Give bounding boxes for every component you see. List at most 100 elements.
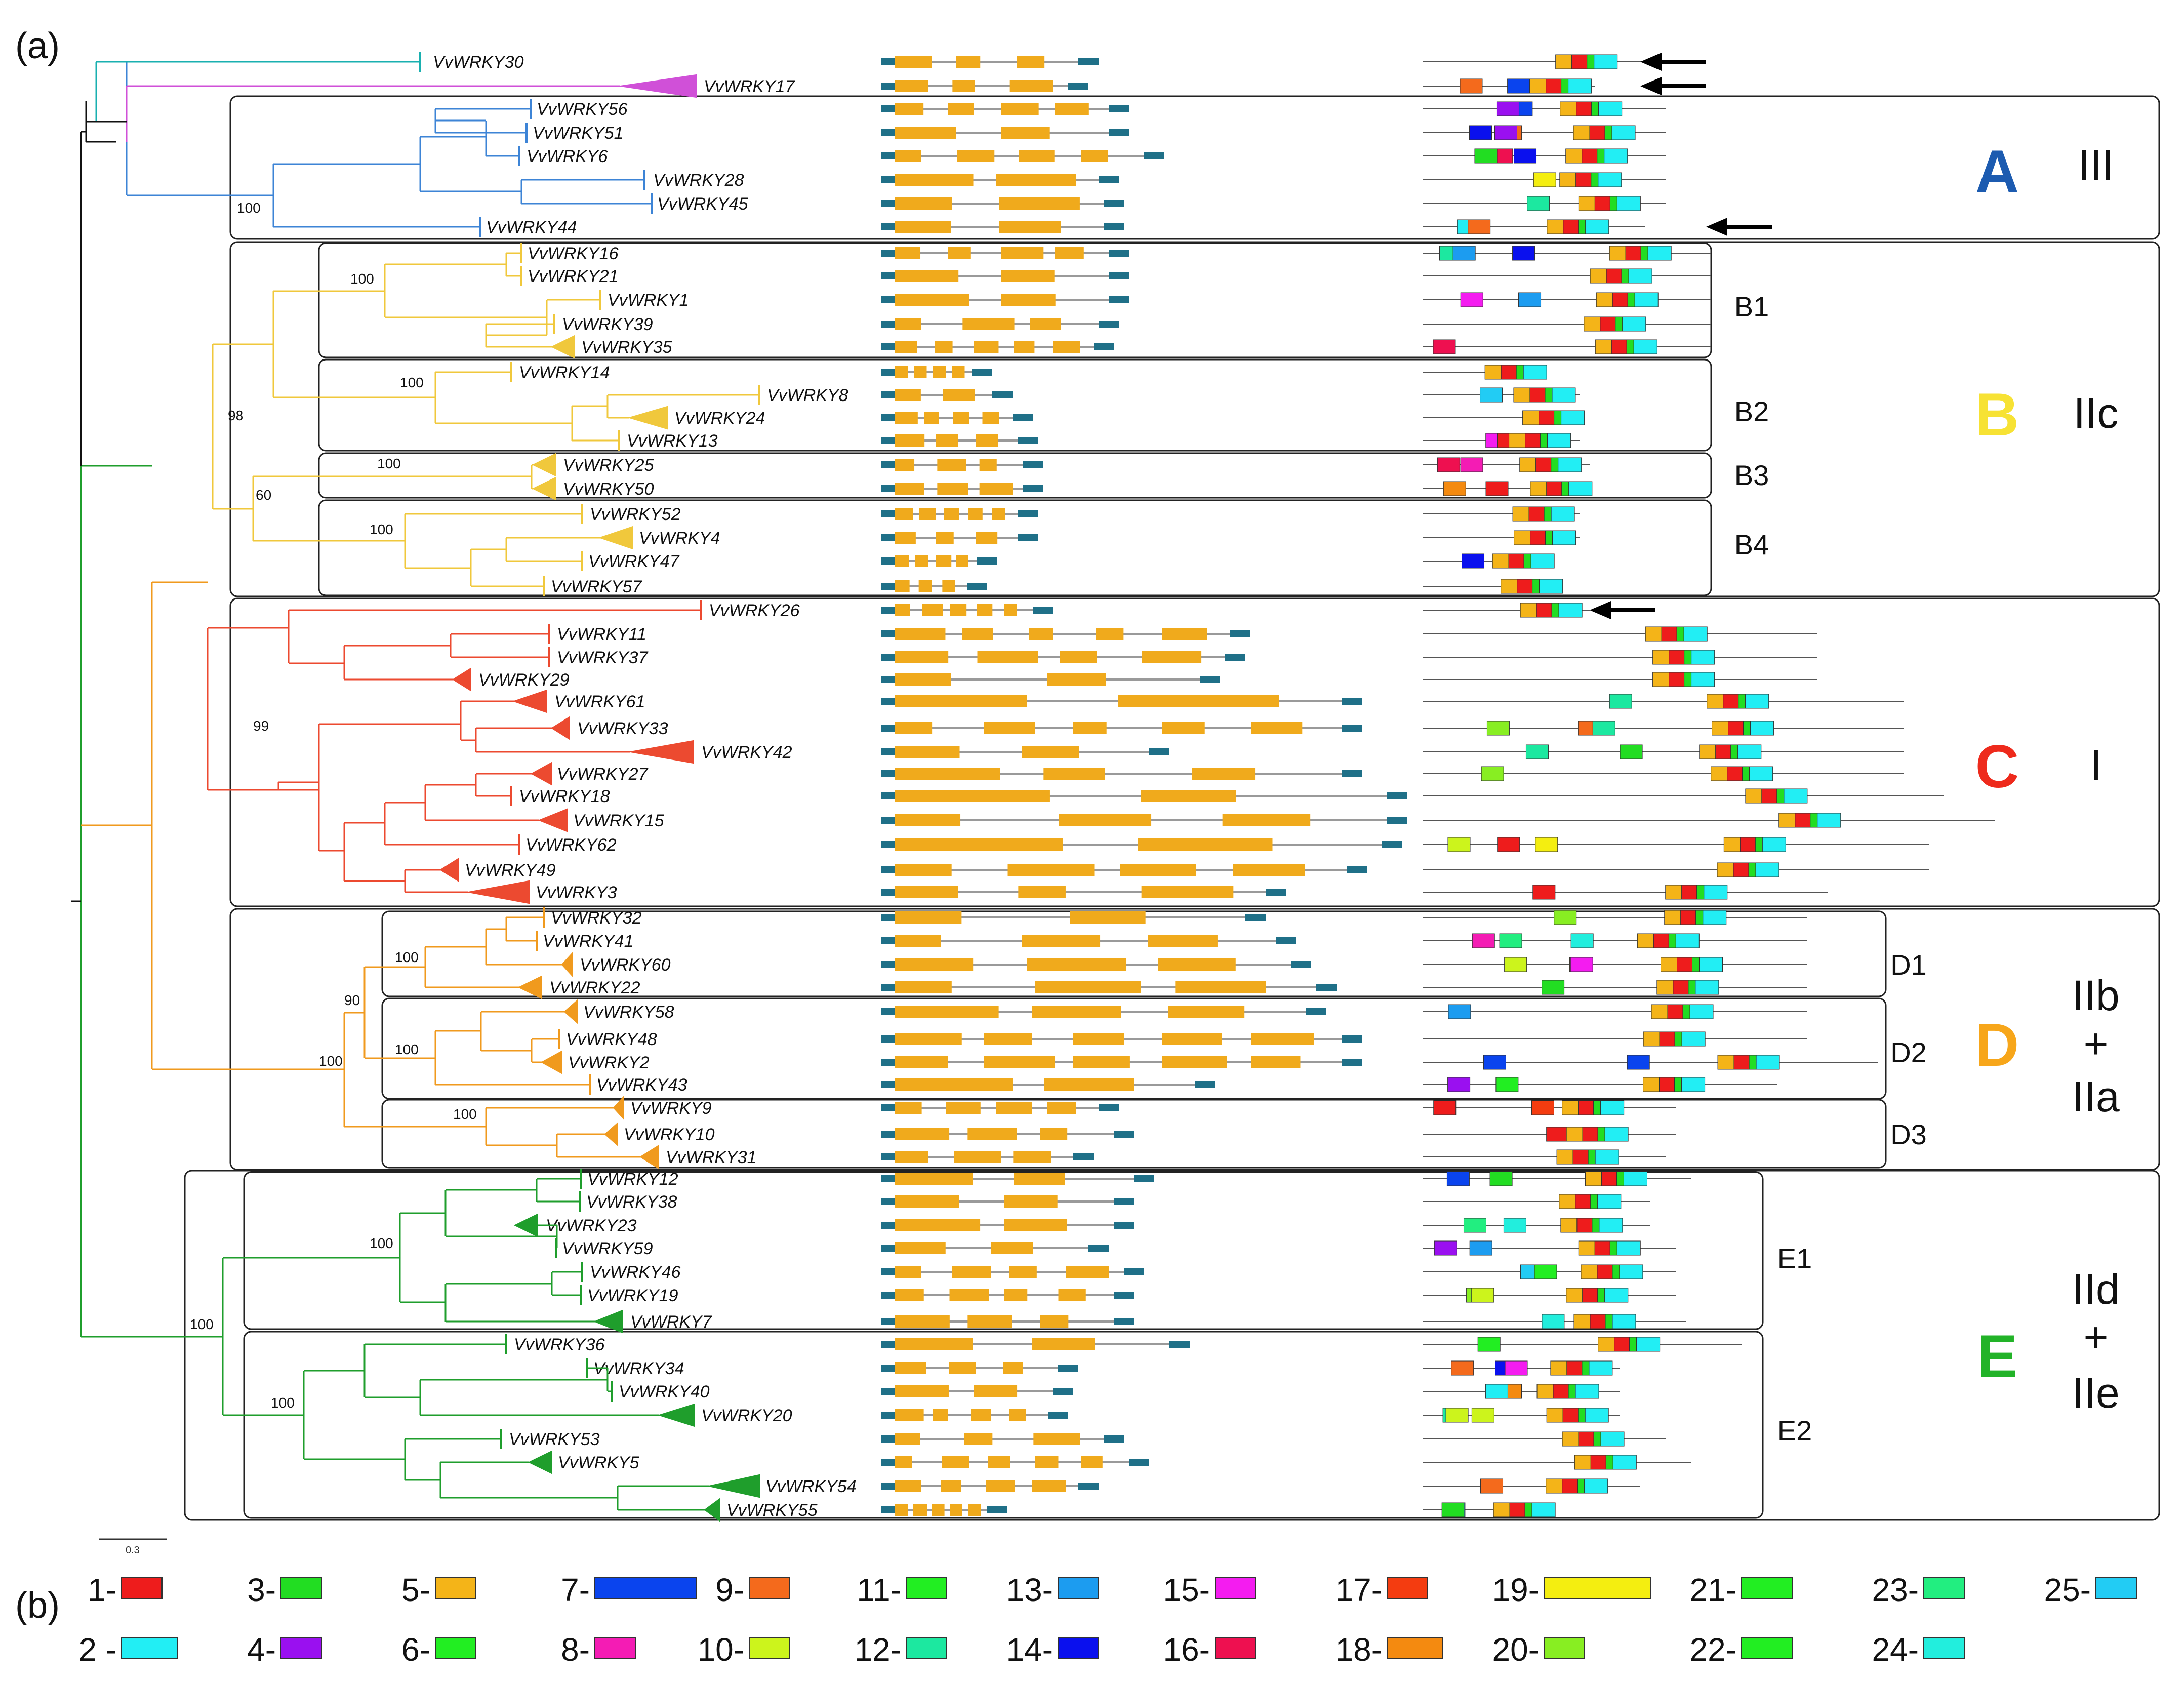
- utr-block: [1053, 1388, 1073, 1395]
- motif-box: [1776, 788, 1785, 804]
- group-boxes: [184, 95, 2160, 1521]
- motif-box: [1756, 1055, 1780, 1070]
- exon-block: [895, 1006, 999, 1018]
- legend-swatch: [1058, 1637, 1099, 1659]
- bootstrap-value: 100: [370, 1235, 393, 1251]
- motif-box: [1447, 1077, 1471, 1092]
- gene-label: VvWRKY23: [546, 1216, 637, 1235]
- utr-block: [881, 1059, 896, 1066]
- clade-triangle: [517, 975, 542, 999]
- exon-block: [1066, 1266, 1109, 1278]
- motif-box: [1546, 1127, 1569, 1142]
- exon-block: [914, 366, 927, 378]
- utr-block: [1342, 725, 1362, 732]
- motif-box: [1523, 365, 1547, 380]
- gene-label: VvWRKY60: [580, 955, 671, 975]
- utr-block: [881, 83, 896, 90]
- exon-block: [895, 981, 952, 993]
- motif-box: [1784, 788, 1808, 804]
- motif-box: [1623, 1171, 1647, 1186]
- utr-block: [881, 630, 896, 637]
- utr-block: [1225, 654, 1245, 661]
- motif-box: [1452, 246, 1476, 261]
- gene-label: VvWRKY27: [557, 765, 649, 784]
- motif-box: [1578, 1100, 1594, 1115]
- exon-block: [895, 1433, 920, 1445]
- exon-block: [984, 1056, 1056, 1068]
- motif-box: [1570, 933, 1594, 948]
- motif-box: [1552, 530, 1576, 545]
- motif-box: [1661, 957, 1678, 972]
- motif-box: [1523, 553, 1531, 569]
- exon-block: [1022, 746, 1079, 758]
- utr-block: [881, 1104, 896, 1111]
- motif-box: [1534, 1264, 1557, 1279]
- motif-box: [1667, 1004, 1683, 1019]
- box-subgroup-e1: [243, 1171, 1764, 1330]
- utr-block: [1104, 223, 1124, 230]
- gene-label: VvWRKY46: [590, 1263, 681, 1282]
- bootstrap-value: 100: [377, 456, 401, 471]
- exon-block: [944, 508, 959, 520]
- motif-box: [1551, 603, 1559, 618]
- box-subgroup-b3: [318, 452, 1712, 499]
- exon-block: [952, 80, 975, 92]
- exon-block: [964, 1433, 993, 1445]
- exon-block: [1001, 103, 1039, 115]
- exon-block: [1014, 1173, 1065, 1185]
- motif-box: [1578, 1431, 1594, 1447]
- gene-label: VvWRKY37: [557, 648, 649, 667]
- utr-block: [1104, 200, 1124, 207]
- clade-triangle: [627, 406, 668, 430]
- exon-block: [1035, 1456, 1059, 1468]
- motif-box: [1596, 292, 1613, 307]
- motif-box: [1723, 837, 1741, 852]
- exon-block: [1004, 1219, 1068, 1231]
- exon-block: [1162, 628, 1207, 640]
- utr-block: [881, 1341, 896, 1348]
- utr-block: [1018, 510, 1038, 517]
- exon-block: [956, 56, 981, 68]
- motif-box: [1559, 172, 1576, 187]
- gene-label: VvWRKY62: [525, 835, 617, 855]
- motif-box: [1692, 957, 1700, 972]
- clade-triangle: [630, 740, 694, 764]
- clade-triangle: [563, 999, 578, 1024]
- motif-box: [1598, 172, 1622, 187]
- motif-box: [1531, 1502, 1556, 1517]
- utr-block: [881, 1506, 896, 1513]
- exon-block: [919, 508, 936, 520]
- motif-box: [1437, 457, 1460, 472]
- exon-block: [1022, 935, 1101, 947]
- gene-label: VvWRKY48: [566, 1030, 657, 1049]
- box-subgroup-b4: [318, 499, 1712, 596]
- motif-box: [1600, 1100, 1625, 1115]
- gene-label: VvWRKY24: [674, 409, 765, 428]
- gene-label: VvWRKY53: [509, 1430, 600, 1449]
- motif-box: [1742, 766, 1750, 781]
- exon-block: [895, 294, 969, 306]
- exon-block: [915, 555, 928, 567]
- bootstrap-value: 100: [319, 1053, 343, 1069]
- exon-block: [895, 1504, 908, 1516]
- exon-block: [895, 508, 913, 520]
- exon-block: [895, 746, 960, 758]
- exon-block: [895, 247, 921, 259]
- utr-block: [881, 984, 896, 991]
- clade-triangle: [604, 1122, 618, 1147]
- motif-box: [1525, 744, 1549, 759]
- gene-label: VvWRKY5: [558, 1453, 639, 1472]
- utr-block: [881, 152, 896, 159]
- motif-box: [1555, 54, 1572, 69]
- motif-box: [1674, 1077, 1682, 1092]
- clade-triangle: [708, 1474, 760, 1498]
- utr-block: [881, 1412, 896, 1419]
- utr-block: [881, 676, 896, 683]
- motif-box: [1733, 1055, 1750, 1070]
- utr-block: [1114, 1198, 1134, 1205]
- exon-block: [1162, 722, 1205, 734]
- motif-box: [1492, 553, 1509, 569]
- motif-box: [1550, 1360, 1567, 1376]
- class-label-d-2: +: [2083, 1020, 2108, 1067]
- exon-block: [968, 508, 983, 520]
